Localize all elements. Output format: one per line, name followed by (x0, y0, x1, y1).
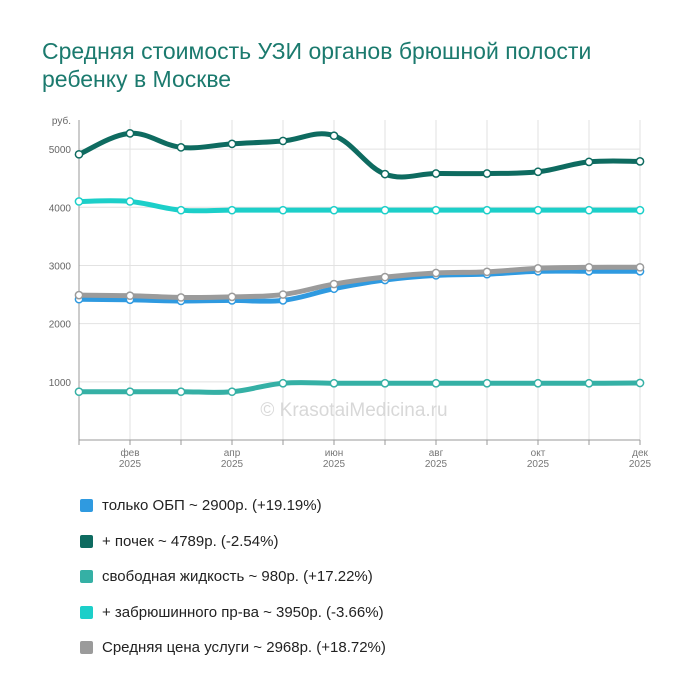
data-point-забрюшинного-пр-ва (329, 205, 339, 215)
data-point-свободная-жидкость (533, 378, 543, 388)
data-point-средняя-цена-услуги (584, 262, 594, 272)
data-point-забрюшинного-пр-ва (584, 205, 594, 215)
x-tick-label-month: авг (429, 448, 444, 459)
data-point-свободная-жидкость (125, 387, 135, 397)
data-point-свободная-жидкость (74, 387, 84, 397)
data-point-забрюшинного-пр-ва (431, 205, 441, 215)
x-tick-label-year: 2025 (221, 459, 244, 470)
series-line-почек (76, 130, 643, 180)
data-point-почек (329, 131, 339, 141)
data-point-средняя-цена-услуги (533, 264, 543, 273)
y-axis-unit: руб. (52, 115, 71, 127)
data-point-свободная-жидкость (635, 378, 645, 388)
y-tick-label: 3000 (49, 261, 72, 272)
legend-item[interactable]: только ОБП ~ 2900р. (+19.19%) (80, 488, 386, 524)
y-tick-label: 5000 (49, 145, 72, 156)
series-line-свободная-жидкость (76, 380, 643, 395)
legend-label: только ОБП ~ 2900р. (+19.19%) (102, 497, 322, 515)
data-point-средняя-цена-услуги (227, 292, 237, 302)
data-point-средняя-цена-услуги (635, 262, 645, 272)
data-point-средняя-цена-услуги (329, 279, 339, 289)
data-point-средняя-цена-услуги (431, 268, 441, 278)
data-point-свободная-жидкость (482, 378, 492, 388)
data-point-почек (482, 169, 492, 178)
y-tick-label: 1000 (49, 378, 72, 389)
y-tick-label: 2000 (49, 320, 72, 331)
data-point-свободная-жидкость (278, 378, 288, 388)
data-point-почек (74, 149, 84, 159)
data-point-забрюшинного-пр-ва (125, 197, 135, 206)
data-point-забрюшинного-пр-ва (176, 205, 186, 215)
data-point-свободная-жидкость (227, 387, 237, 397)
x-tick-label-year: 2025 (629, 459, 652, 470)
data-point-забрюшинного-пр-ва (278, 205, 288, 215)
legend-swatch (80, 499, 93, 513)
data-point-почек (431, 169, 441, 178)
legend-label: + забрюшинного пр-ва ~ 3950р. (-3.66%) (102, 603, 384, 621)
x-tick-label-month: июн (325, 448, 344, 459)
data-point-свободная-жидкость (431, 378, 441, 388)
data-point-почек (278, 136, 288, 146)
data-point-средняя-цена-услуги (74, 290, 84, 300)
x-tick-label-year: 2025 (323, 459, 346, 470)
data-point-свободная-жидкость (380, 378, 390, 388)
legend-swatch (80, 534, 93, 548)
legend-item[interactable]: свободная жидкость ~ 980р. (+17.22%) (80, 559, 386, 595)
data-point-забрюшинного-пр-ва (74, 197, 84, 206)
data-point-средняя-цена-услуги (482, 267, 492, 277)
data-point-почек (176, 142, 186, 152)
x-tick-label-year: 2025 (425, 459, 448, 470)
data-point-забрюшинного-пр-ва (635, 205, 645, 215)
data-point-почек (533, 167, 543, 177)
data-point-средняя-цена-услуги (125, 291, 135, 301)
watermark-text: © KrasotaiMedicina.ru (260, 400, 447, 421)
data-point-почек (227, 139, 237, 149)
data-point-свободная-жидкость (176, 387, 186, 397)
legend-label: + почек ~ 4789р. (-2.54%) (102, 532, 279, 550)
x-tick-label-month: фев (120, 447, 139, 459)
legend-label: Средняя цена услуги ~ 2968р. (+18.72%) (102, 639, 386, 657)
data-point-забрюшинного-пр-ва (482, 205, 492, 215)
x-tick-label-year: 2025 (527, 459, 550, 470)
x-tick-label-month: окт (531, 448, 546, 459)
series-line-только-обп (76, 268, 643, 304)
chart-legend: только ОБП ~ 2900р. (+19.19%) + почек ~ 4… (80, 488, 386, 666)
data-point-забрюшинного-пр-ва (227, 205, 237, 215)
data-point-почек (584, 157, 594, 167)
legend-item[interactable]: + забрюшинного пр-ва ~ 3950р. (-3.66%) (80, 595, 386, 631)
x-tick-label-year: 2025 (119, 459, 142, 470)
legend-item[interactable]: Средняя цена услуги ~ 2968р. (+18.72%) (80, 630, 386, 666)
data-point-почек (380, 169, 390, 179)
legend-item[interactable]: + почек ~ 4789р. (-2.54%) (80, 524, 386, 560)
y-tick-label: 4000 (49, 203, 72, 214)
data-point-свободная-жидкость (584, 378, 594, 388)
legend-label: свободная жидкость ~ 980р. (+17.22%) (102, 568, 373, 586)
series-line-забрюшинного-пр-ва (76, 198, 643, 214)
series-line-средняя-цена-услуги (76, 264, 643, 301)
legend-swatch (80, 570, 93, 584)
x-tick-label-month: апр (224, 448, 241, 459)
data-point-средняя-цена-услуги (380, 272, 390, 282)
data-point-средняя-цена-услуги (278, 290, 288, 299)
data-point-средняя-цена-услуги (176, 293, 186, 302)
x-tick-label-month: дек (632, 448, 648, 459)
data-point-забрюшинного-пр-ва (380, 205, 390, 215)
data-point-почек (125, 129, 135, 138)
chart-title: Средняя стоимость УЗИ органов брюшной по… (42, 38, 592, 92)
data-point-забрюшинного-пр-ва (533, 205, 543, 215)
legend-swatch (80, 641, 93, 655)
data-point-почек (635, 157, 645, 166)
legend-swatch (80, 605, 93, 619)
data-point-свободная-жидкость (329, 378, 339, 388)
